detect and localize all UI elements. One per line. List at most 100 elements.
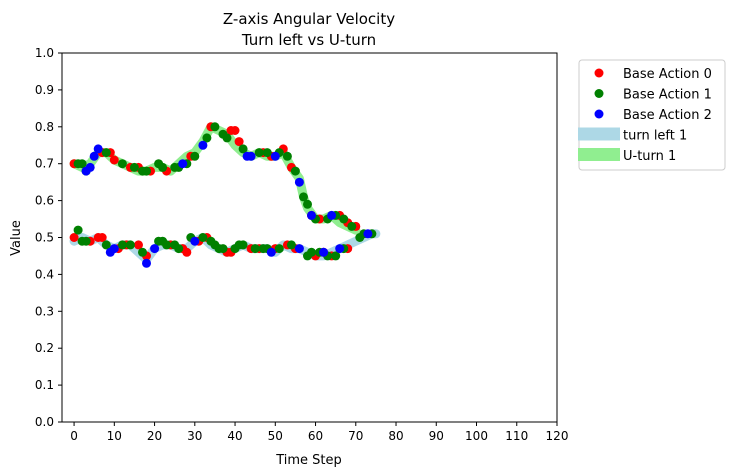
- point-base-action-1: [347, 221, 357, 231]
- point-base-action-1: [174, 244, 184, 254]
- point-base-action-2: [178, 159, 188, 169]
- point-base-action-2: [142, 258, 151, 268]
- y-tick-label: 0.2: [35, 341, 54, 355]
- point-base-action-0: [230, 126, 240, 135]
- point-base-action-1: [218, 244, 228, 254]
- bands-layer: [69, 122, 381, 265]
- legend-box: [578, 59, 726, 171]
- point-base-action-1: [158, 162, 168, 172]
- x-axis-label: Time Step: [275, 453, 342, 468]
- point-base-action-1: [307, 247, 316, 257]
- y-tick-label: 0.0: [35, 415, 54, 429]
- point-base-action-2: [246, 151, 256, 161]
- y-tick-label: 1.0: [35, 46, 54, 60]
- point-base-action-1: [238, 144, 248, 154]
- point-base-action-1: [222, 133, 232, 143]
- x-axis-ticks: 0 10 20 30 40 50 60 70 80 90 100 110 120: [70, 422, 568, 443]
- y-tick-label: 0.7: [35, 157, 54, 171]
- y-tick-label: 0.9: [35, 83, 54, 97]
- y-tick-label: 0.8: [35, 120, 54, 134]
- point-base-action-1: [262, 148, 272, 158]
- y-tick-label: 0.1: [35, 378, 54, 392]
- point-base-action-1: [162, 240, 172, 250]
- point-base-action-1: [77, 159, 87, 169]
- point-base-action-1: [339, 214, 349, 224]
- point-base-action-2: [89, 151, 99, 161]
- y-tick-label: 0.4: [35, 267, 54, 281]
- x-tick-label: 100: [465, 429, 488, 443]
- point-base-action-2: [363, 229, 373, 239]
- point-base-action-2: [190, 236, 200, 246]
- x-tick-label: 90: [429, 429, 444, 443]
- x-tick-label: 50: [268, 429, 283, 443]
- legend-label: U-turn 1: [623, 149, 676, 164]
- point-base-action-2: [319, 247, 329, 257]
- x-tick-label: 120: [546, 429, 569, 443]
- point-base-action-1: [210, 122, 220, 132]
- point-base-action-1: [299, 192, 308, 202]
- point-base-action-0: [134, 240, 143, 250]
- point-base-action-2: [266, 247, 276, 257]
- point-base-action-2: [307, 210, 316, 220]
- x-tick-label: 60: [308, 429, 323, 443]
- point-base-action-1: [202, 133, 212, 143]
- point-base-action-1: [274, 244, 284, 254]
- point-base-action-2: [109, 244, 119, 254]
- legend-band-swatch: [578, 127, 620, 141]
- point-base-action-1: [101, 240, 111, 250]
- point-base-action-1: [117, 159, 127, 169]
- chart-subtitle: Turn left vs U-turn: [241, 31, 376, 49]
- x-tick-label: 10: [107, 429, 122, 443]
- point-base-action-0: [97, 233, 107, 242]
- point-base-action-2: [335, 244, 345, 254]
- point-base-action-1: [282, 151, 292, 161]
- points-layer: [69, 122, 377, 268]
- point-base-action-1: [290, 166, 300, 176]
- x-tick-label: 70: [348, 429, 363, 443]
- legend-label: turn left 1: [623, 129, 687, 144]
- point-base-action-0: [69, 233, 79, 242]
- point-base-action-2: [93, 144, 103, 154]
- point-base-action-2: [270, 151, 280, 161]
- point-base-action-2: [150, 244, 160, 254]
- legend-label: Base Action 1: [623, 88, 712, 103]
- point-base-action-1: [190, 151, 200, 161]
- point-base-action-2: [327, 210, 337, 220]
- point-base-action-2: [85, 162, 95, 172]
- point-base-action-2: [294, 244, 304, 254]
- x-tick-label: 110: [505, 429, 528, 443]
- legend-band-swatch: [578, 148, 620, 161]
- point-base-action-1: [303, 199, 312, 209]
- legend-label: Base Action 0: [623, 67, 712, 82]
- point-base-action-1: [254, 148, 264, 158]
- point-base-action-1: [286, 240, 296, 250]
- point-base-action-1: [101, 148, 111, 158]
- point-base-action-0: [182, 247, 192, 257]
- x-tick-label: 40: [227, 429, 242, 443]
- point-base-action-1: [125, 240, 135, 250]
- point-base-action-1: [331, 251, 341, 261]
- point-base-action-1: [117, 240, 127, 250]
- point-base-action-1: [238, 240, 248, 250]
- legend-marker: [594, 68, 604, 78]
- y-axis-ticks: 0.0 0.1 0.2 0.3 0.4 0.5 0.6 0.7 0.8 0.9 1.0: [35, 46, 62, 429]
- legend: Base Action 0 Base Action 1 Base Action 2 t…: [578, 67, 712, 164]
- point-base-action-1: [250, 244, 260, 254]
- legend-marker: [594, 89, 604, 98]
- legend-marker: [594, 109, 604, 119]
- y-tick-label: 0.5: [35, 231, 54, 245]
- point-base-action-1: [138, 247, 147, 257]
- legend-label: Base Action 2: [623, 108, 712, 123]
- point-base-action-1: [142, 166, 151, 176]
- x-tick-label: 20: [147, 429, 162, 443]
- x-tick-label: 0: [70, 429, 78, 443]
- point-base-action-0: [234, 137, 244, 147]
- point-base-action-2: [198, 140, 208, 150]
- y-tick-label: 0.3: [35, 304, 54, 318]
- point-base-action-1: [73, 225, 83, 235]
- x-tick-label: 30: [187, 429, 202, 443]
- point-base-action-0: [109, 155, 119, 165]
- y-axis-label: Value: [9, 220, 24, 256]
- y-tick-label: 0.6: [35, 194, 54, 208]
